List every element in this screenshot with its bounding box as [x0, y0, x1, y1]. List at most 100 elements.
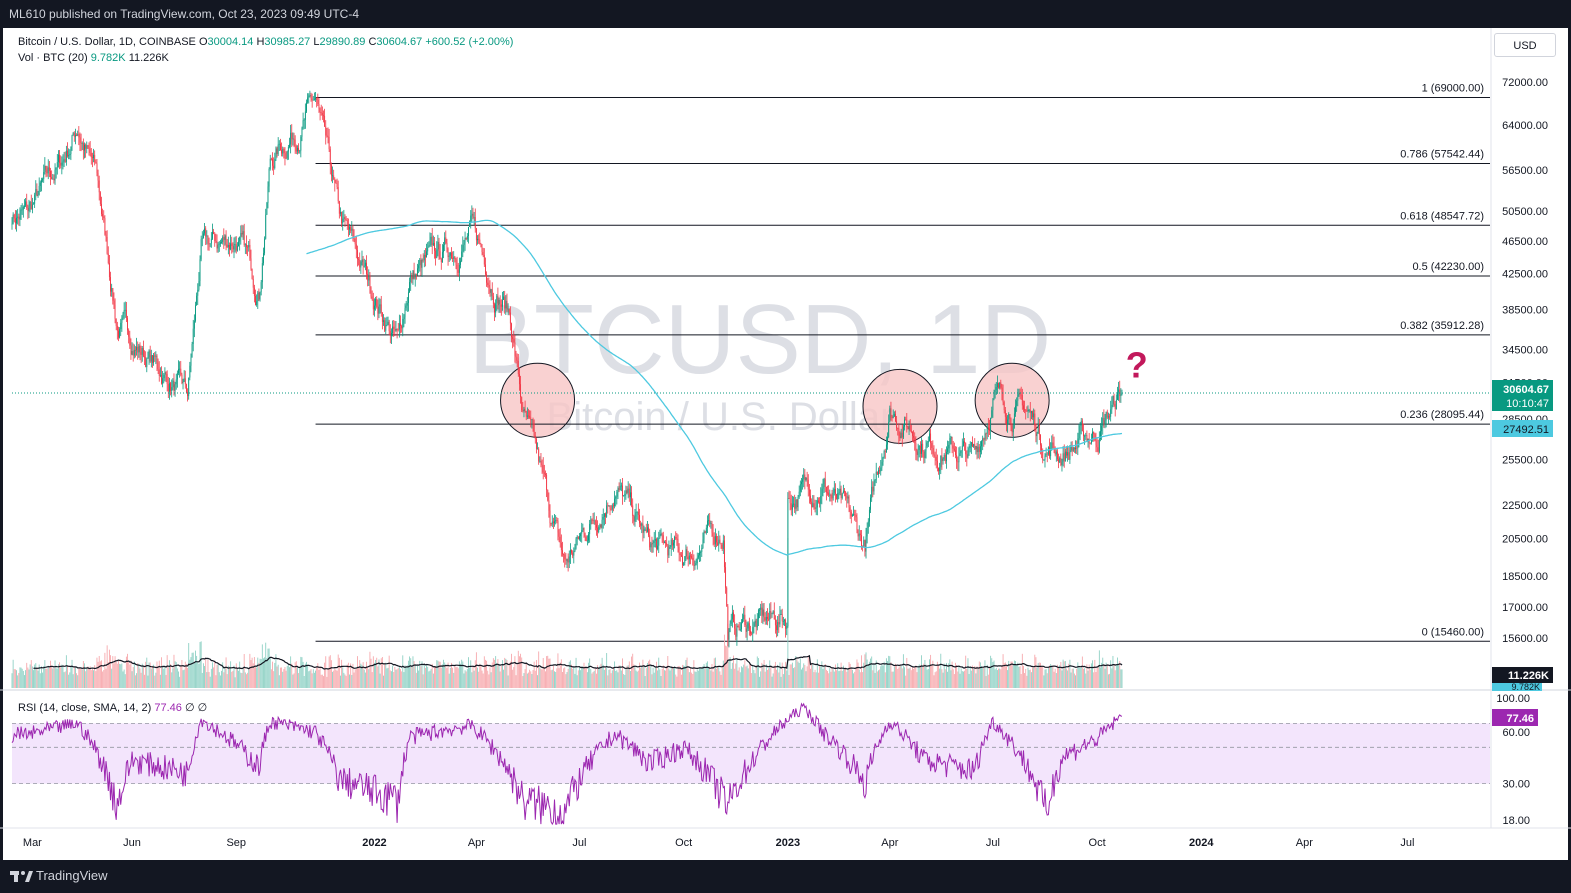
- volume-bar: [583, 662, 585, 688]
- candle: [879, 465, 881, 474]
- candle: [550, 522, 552, 527]
- fib-level-label: 0.618 (48547.72): [1400, 210, 1484, 222]
- candle: [823, 477, 825, 493]
- candle: [62, 154, 64, 170]
- volume-bar: [438, 661, 440, 688]
- candle-body: [133, 349, 135, 356]
- volume-bar: [582, 666, 584, 688]
- candle-body: [448, 255, 450, 257]
- volume-bar: [345, 675, 347, 688]
- candle: [168, 377, 170, 400]
- candle-body: [215, 241, 217, 243]
- candle-body: [379, 304, 381, 306]
- candle: [540, 453, 542, 468]
- candle-body: [1111, 404, 1113, 410]
- candle-body: [409, 282, 411, 293]
- candle: [597, 520, 599, 538]
- candle-body: [50, 170, 51, 177]
- candle: [720, 542, 722, 549]
- volume-bar: [469, 667, 471, 688]
- candle: [1083, 423, 1084, 442]
- candle: [1050, 442, 1052, 460]
- candle-body: [534, 435, 536, 439]
- candle: [162, 370, 164, 388]
- candle-body: [559, 536, 561, 543]
- time-axis[interactable]: Mar Jun Sep 2022 Apr Jul Oct 2023 Apr Jul Oct 2024 A…: [23, 837, 1415, 849]
- volume-bar: [626, 665, 628, 688]
- candle: [1021, 388, 1023, 410]
- candle: [973, 443, 975, 448]
- candle-body: [1002, 392, 1004, 403]
- volume-bar: [445, 665, 447, 688]
- candle-body: [975, 446, 977, 450]
- candle-body: [671, 539, 673, 546]
- candle: [590, 515, 592, 530]
- candle: [1006, 413, 1007, 432]
- candle: [966, 450, 968, 467]
- candle: [311, 93, 313, 108]
- candle-body: [390, 332, 392, 336]
- candle-body: [125, 309, 127, 319]
- chart-canvas[interactable]: BTCUSD, 1D Bitcoin / U.S. Dollar 1 (6900…: [0, 28, 1571, 860]
- candle-body: [945, 451, 947, 462]
- candle: [718, 530, 720, 552]
- candle: [188, 377, 190, 400]
- symbol-legend[interactable]: Bitcoin / U.S. Dollar, 1D, COINBASE O300…: [18, 36, 513, 48]
- candle: [390, 328, 392, 344]
- volume-bar: [494, 659, 495, 688]
- candle: [302, 112, 304, 130]
- candle: [642, 515, 644, 542]
- candle: [1106, 409, 1108, 420]
- candle-body: [590, 519, 592, 525]
- candle-body: [750, 630, 751, 634]
- candle-body: [282, 149, 284, 154]
- price-tick-label: 20500.00: [1502, 534, 1548, 546]
- candle: [366, 255, 367, 280]
- candle: [543, 464, 545, 477]
- candle-body: [99, 192, 101, 204]
- candle-body: [864, 540, 866, 552]
- currency-button[interactable]: USD: [1494, 33, 1556, 57]
- candle: [586, 535, 588, 546]
- volume-bar: [801, 669, 802, 688]
- candle-body: [779, 614, 781, 625]
- volume-bar: [892, 671, 894, 688]
- candle-body: [879, 469, 881, 472]
- candle-body: [880, 467, 882, 472]
- candle: [704, 530, 706, 534]
- candle: [552, 517, 554, 530]
- candle-body: [520, 384, 522, 398]
- volume-bar: [440, 667, 442, 688]
- candle: [253, 284, 255, 303]
- volume-bar: [750, 665, 751, 688]
- volume-bar: [735, 663, 737, 688]
- candle-body: [1039, 434, 1041, 446]
- candle: [380, 295, 382, 317]
- rsi-legend[interactable]: RSI (14, close, SMA, 14, 2) 77.46 ∅ ∅: [18, 701, 207, 714]
- volume-bar: [794, 667, 796, 688]
- fibonacci-retracement[interactable]: 1 (69000.00)0.786 (57542.44)0.618 (48547…: [315, 82, 1490, 642]
- price-axis[interactable]: 72000.0064000.0056500.0050500.0046500.00…: [1496, 77, 1548, 827]
- ohlc-low: L29890.89: [313, 36, 366, 48]
- candle-body: [1037, 426, 1039, 434]
- candle-body: [259, 291, 261, 300]
- volume-bar: [326, 676, 328, 688]
- candle-body: [424, 254, 426, 258]
- volume-bar: [599, 665, 601, 688]
- candle: [847, 491, 849, 504]
- volume-bar: [694, 671, 696, 688]
- volume-bar: [184, 661, 186, 688]
- candle-body: [532, 419, 534, 425]
- volume-bar: [1088, 664, 1090, 688]
- volume-legend[interactable]: Vol · BTC (20) 9.782K 11.226K: [18, 52, 169, 64]
- candle: [182, 378, 184, 390]
- volume-bar: [398, 665, 400, 688]
- volume-bar: [60, 667, 62, 688]
- candle-body: [602, 517, 604, 520]
- candle-body: [402, 318, 404, 329]
- candle-body: [72, 132, 74, 136]
- candle: [315, 91, 317, 102]
- candle: [47, 159, 49, 180]
- candle-body: [918, 445, 920, 451]
- candle-body: [624, 494, 626, 496]
